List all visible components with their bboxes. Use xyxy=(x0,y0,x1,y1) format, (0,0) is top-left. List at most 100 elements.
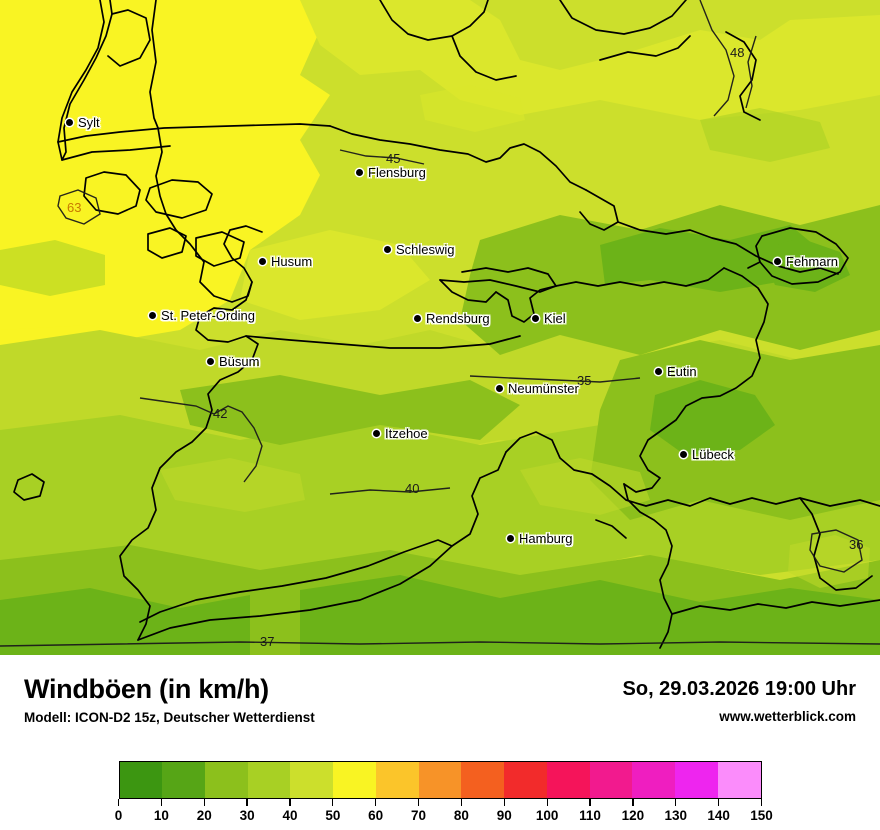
colorbar-tick-label-130: 130 xyxy=(664,808,688,823)
colorbar-tick-label-120: 120 xyxy=(621,808,645,823)
colorbar-tick-70 xyxy=(417,799,420,806)
city-dot xyxy=(414,315,421,322)
colorbar-band-0-10 xyxy=(119,762,163,798)
colorbar-tick-label-30: 30 xyxy=(239,808,255,823)
colorbar-tick-label-10: 10 xyxy=(153,808,169,823)
colorbar-tick-label-50: 50 xyxy=(325,808,341,823)
colorbar-ticks xyxy=(117,799,763,807)
colorbar-tick-150 xyxy=(760,799,763,806)
city-dot xyxy=(774,258,781,265)
city-label: Kiel xyxy=(544,311,566,326)
city-dot xyxy=(207,358,214,365)
contour-label: 42 xyxy=(213,406,228,421)
city-dot xyxy=(356,169,363,176)
city-label: Fehmarn xyxy=(786,254,839,269)
page-title: Windböen (in km/h) xyxy=(24,674,269,704)
colorbar-tick-110 xyxy=(589,799,591,806)
city-dot xyxy=(655,368,662,375)
city-label: Büsum xyxy=(219,354,260,369)
city-marker-luebeck[interactable]: Lübeck xyxy=(680,448,734,461)
colorbar-tick-label-70: 70 xyxy=(411,808,427,823)
city-label: Husum xyxy=(271,254,313,269)
colorbar-tick-140 xyxy=(717,799,720,806)
colorbar-band-80-90 xyxy=(461,762,505,798)
colorbar-tick-50 xyxy=(332,799,334,806)
city-label: Flensburg xyxy=(368,165,426,180)
city-marker-sylt[interactable]: Sylt xyxy=(66,116,100,129)
meta-block: So, 29.03.2026 19:00 Uhr www.wetterblick… xyxy=(623,678,856,724)
city-dot xyxy=(496,385,503,392)
colorbar-tick-label-20: 20 xyxy=(196,808,212,823)
city-label: Neumünster xyxy=(508,381,579,396)
colorbar-band-50-60 xyxy=(333,762,376,798)
colorbar-tick-40 xyxy=(289,799,291,806)
contour-label: 40 xyxy=(405,481,420,496)
colorbar-tick-30 xyxy=(246,799,248,806)
colorbar-tick-label-150: 150 xyxy=(750,808,773,823)
title-block: Windböen (in km/h) Modell: ICON-D2 15z, … xyxy=(24,674,315,726)
city-label: Lübeck xyxy=(692,447,734,462)
colorbar-tick-120 xyxy=(632,799,634,806)
wind-gust-map[interactable]: 48 45 63 42 35 40 37 36 Sylt Flensburg H… xyxy=(0,0,880,655)
colorbar-tick-20 xyxy=(203,799,205,806)
city-label: Eutin xyxy=(667,364,697,379)
colorbar-tick-label-100: 100 xyxy=(535,808,559,823)
city-marker-schleswig[interactable]: Schleswig xyxy=(384,243,455,256)
colorbar-band-20-30 xyxy=(204,762,248,798)
colorbar-legend: 0 10 20 30 40 50 60 70 80 90 100 110 120 130 140 150 xyxy=(0,761,880,827)
colorbar-tick-label-80: 80 xyxy=(453,808,469,823)
colorbar-tick-100 xyxy=(546,799,548,806)
city-label: Sylt xyxy=(78,115,100,130)
colorbar-gradient[interactable] xyxy=(118,761,762,799)
map-raster xyxy=(0,0,880,655)
city-marker-flensburg[interactable]: Flensburg xyxy=(356,166,426,179)
contour-label: 48 xyxy=(730,45,745,60)
colorbar-band-10-20 xyxy=(162,762,205,798)
valid-datetime: So, 29.03.2026 19:00 Uhr xyxy=(622,678,856,700)
colorbar-tick-label-60: 60 xyxy=(368,808,384,823)
colorbar-band-90-100 xyxy=(504,762,547,798)
colorbar-tick-80 xyxy=(460,799,463,806)
city-label: Rendsburg xyxy=(426,311,490,326)
city-label: St. Peter-Ording xyxy=(161,308,255,323)
colorbar-band-130-140 xyxy=(675,762,718,798)
city-marker-hamburg[interactable]: Hamburg xyxy=(507,532,572,545)
model-subtitle: Modell: ICON-D2 15z, Deutscher Wetterdie… xyxy=(24,710,315,726)
colorbar-tick-label-140: 140 xyxy=(707,808,730,823)
colorbar-tick-10 xyxy=(160,799,162,806)
colorbar-band-60-70 xyxy=(375,762,419,798)
colorbar-band-40-50 xyxy=(290,762,334,798)
city-label: Itzehoe xyxy=(385,426,428,441)
city-marker-husum[interactable]: Husum xyxy=(259,255,312,268)
city-dot xyxy=(507,535,514,542)
city-dot xyxy=(259,258,266,265)
contour-label: 35 xyxy=(577,373,592,388)
city-marker-eutin[interactable]: Eutin xyxy=(655,365,697,378)
colorbar-tick-label-0: 0 xyxy=(114,808,123,823)
colorbar-tick-90 xyxy=(503,799,505,806)
footer: Windböen (in km/h) Modell: ICON-D2 15z, … xyxy=(0,655,880,830)
colorbar-band-110-120 xyxy=(589,762,633,798)
city-label: Schleswig xyxy=(396,242,455,257)
city-marker-st-peter-ording[interactable]: St. Peter-Ording xyxy=(149,309,255,322)
city-marker-buesum[interactable]: Büsum xyxy=(207,355,259,368)
colorbar-tick-130 xyxy=(675,799,677,806)
colorbar-tick-label-40: 40 xyxy=(282,808,298,823)
city-dot xyxy=(384,246,391,253)
city-marker-rendsburg[interactable]: Rendsburg xyxy=(414,312,490,325)
colorbar-tick-labels: 0 10 20 30 40 50 60 70 80 90 100 110 120 130 140 150 xyxy=(115,807,773,827)
colorbar-band-140-150 xyxy=(717,762,761,798)
colorbar-tick-label-90: 90 xyxy=(496,808,512,823)
colorbar-tick-60 xyxy=(375,799,377,806)
colorbar-tick-label-110: 110 xyxy=(579,808,601,823)
city-dot xyxy=(680,451,687,458)
contour-label: 37 xyxy=(260,634,275,649)
city-dot xyxy=(373,430,380,437)
city-marker-kiel[interactable]: Kiel xyxy=(532,312,566,325)
colorbar-tick-0 xyxy=(117,799,120,806)
city-marker-itzehoe[interactable]: Itzehoe xyxy=(373,427,428,440)
city-marker-neumuenster[interactable]: Neumünster xyxy=(496,382,579,395)
city-marker-fehmarn[interactable]: Fehmarn xyxy=(774,255,838,268)
contour-label: 45 xyxy=(386,151,401,166)
